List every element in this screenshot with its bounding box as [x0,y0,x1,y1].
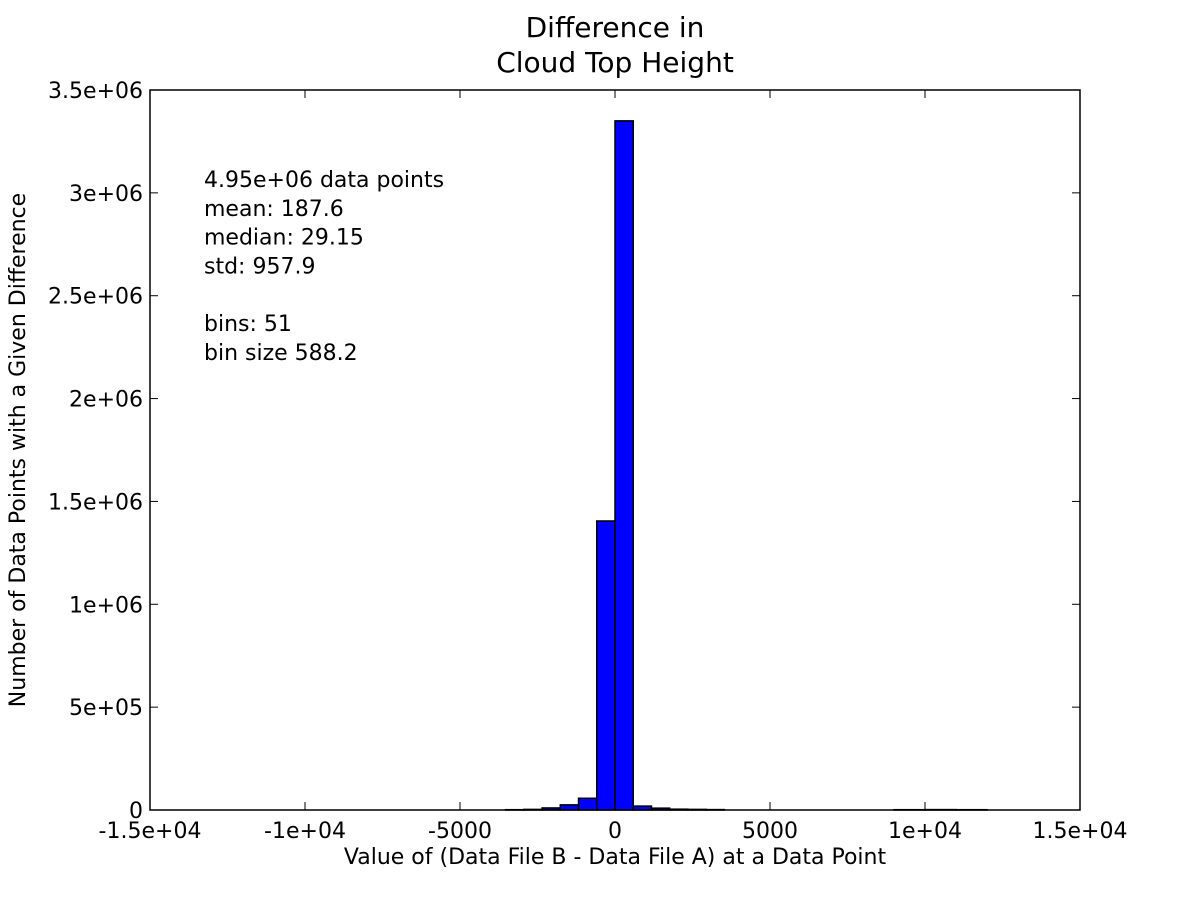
x-tick-label: 1e+04 [888,819,962,844]
stats-annotation-line: bins: 51 [204,312,292,337]
y-tick-label: 3.5e+06 [48,79,143,104]
stats-annotation-line: median: 29.15 [204,226,364,251]
histogram-bar [614,120,634,811]
x-axis-ticks: -1.5e+04 -1e+04 -5000 0 5000 1e+04 1.5e+04 [99,90,1128,844]
y-tick-label: 5e+05 [69,696,143,721]
chart-title-line-1: Difference in [526,11,705,44]
x-tick-label: -1e+04 [264,819,346,844]
stats-annotation-line: mean: 187.6 [204,197,344,222]
y-tick-label: 1.5e+06 [48,490,143,515]
histogram-bar [559,804,580,811]
x-tick-label: 5000 [742,819,798,844]
stats-annotation-line: bin size 588.2 [204,341,358,366]
x-tick-label: -5000 [428,819,492,844]
y-tick-label: 2e+06 [69,388,143,413]
y-tick-label: 1e+06 [69,593,143,618]
x-axis-label: Value of (Data File B - Data File A) at … [344,845,887,870]
stats-annotation-line: std: 957.9 [204,254,315,279]
y-tick-label: 3e+06 [69,182,143,207]
stats-annotation-line: 4.95e+06 data points [204,168,444,193]
x-tick-label: 1.5e+04 [1033,819,1128,844]
y-tick-label: 0 [129,799,143,824]
histogram-bar [577,797,598,811]
histogram-bars [504,120,988,811]
y-tick-label: 2.5e+06 [48,285,143,310]
histogram-bar [596,520,616,811]
x-tick-label: 0 [608,819,622,844]
stats-annotation: 4.95e+06 data points mean: 187.6 median: 2… [204,168,444,366]
chart-title: Difference in Cloud Top Height [496,11,734,79]
y-axis-ticks: 0 5e+05 1e+06 1.5e+06 2e+06 2.5e+06 3e+06 3.5e+… [48,79,1080,824]
x-tick-label: -1.5e+04 [99,819,202,844]
chart-title-line-2: Cloud Top Height [496,46,734,79]
y-axis-label: Number of Data Points with a Given Diffe… [6,193,31,707]
